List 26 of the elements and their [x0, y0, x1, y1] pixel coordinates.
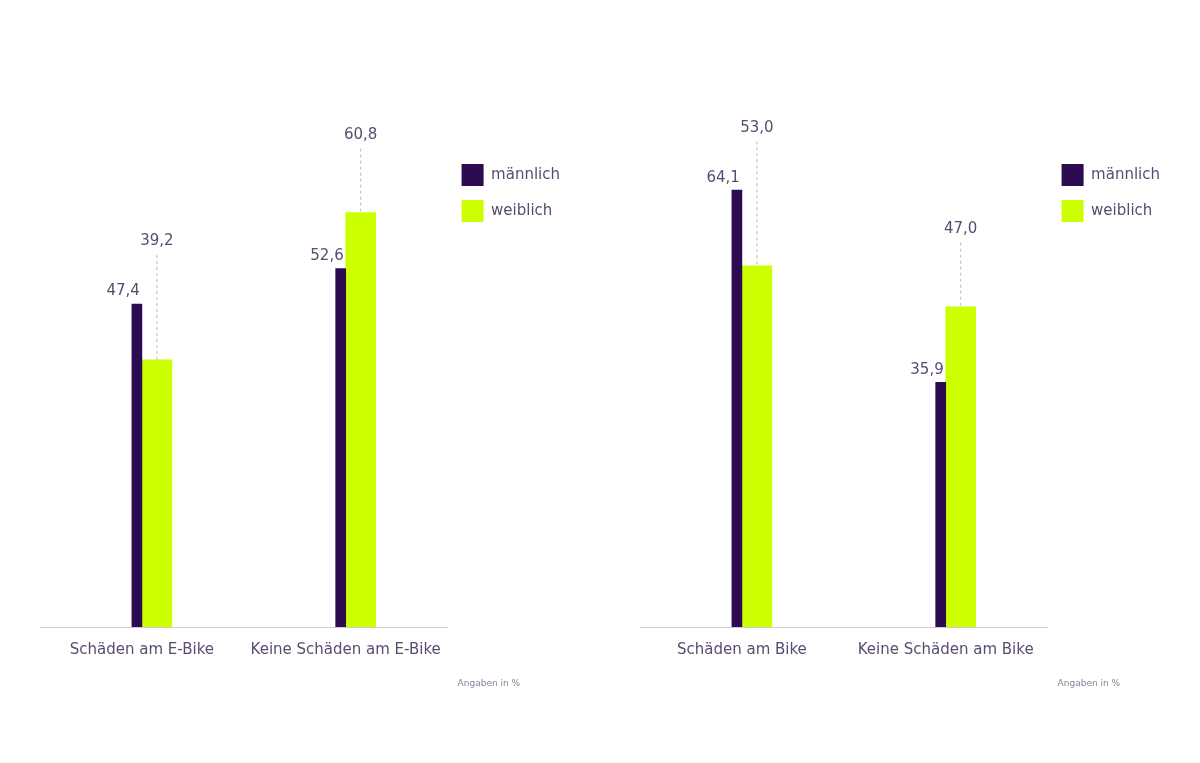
data-label: 60,8 [343, 125, 378, 144]
bar [345, 212, 377, 627]
bar [335, 268, 347, 627]
legend-label: männlich [1091, 164, 1160, 183]
legend-label: weiblich [1091, 200, 1153, 219]
bar [935, 382, 947, 627]
data-label: 52,6 [310, 245, 344, 264]
bar [141, 359, 173, 627]
data-label: 35,9 [910, 359, 944, 378]
data-label: 47,0 [943, 219, 978, 238]
data-label: 47,4 [106, 281, 140, 300]
text: Angaben in % [457, 677, 521, 688]
bar [741, 265, 773, 627]
x-tick-label: Keine Schäden am E-Bike [250, 639, 441, 658]
legend-label: männlich [491, 164, 560, 183]
data-label: 39,2 [140, 231, 174, 250]
legend-label: weiblich [491, 200, 553, 219]
x-tick-label: Schäden am E-Bike [69, 639, 215, 658]
data-label: 53,0 [740, 117, 774, 136]
x-tick-label: Schäden am Bike [676, 639, 807, 658]
bar [945, 306, 977, 627]
data-label: 64,1 [706, 167, 740, 186]
text: Angaben in % [1057, 677, 1121, 688]
bar [731, 189, 743, 627]
x-tick-label: Keine Schäden am Bike [857, 639, 1034, 658]
bar [131, 303, 143, 627]
